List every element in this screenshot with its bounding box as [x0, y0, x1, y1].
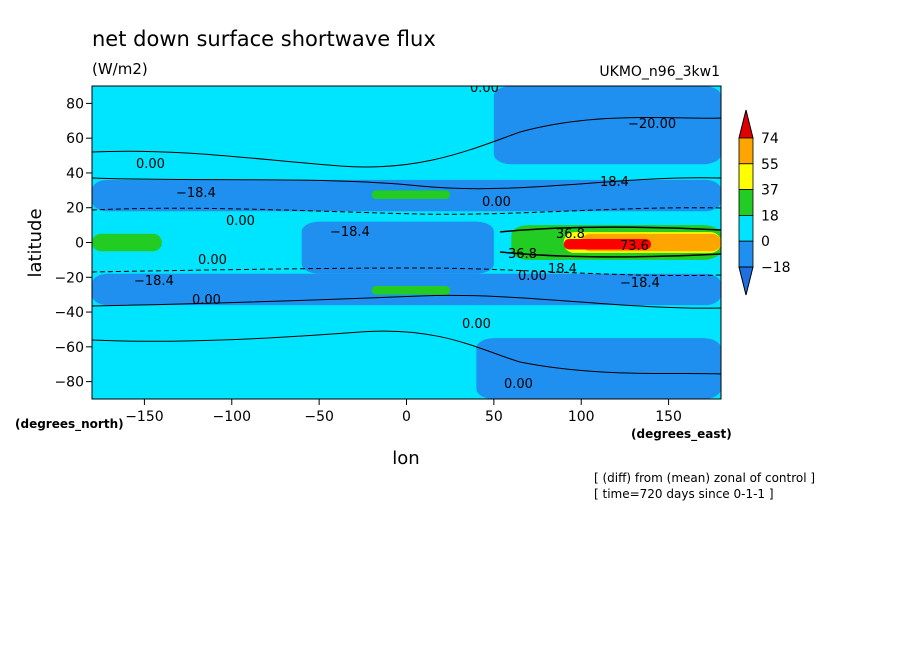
- contour-label: −18.4: [330, 225, 370, 240]
- contour-label: 0.00: [518, 269, 547, 284]
- x-tick-label: −50: [304, 409, 334, 425]
- contour-label: 18.4: [548, 262, 577, 277]
- colorbar-label: 18: [761, 208, 779, 224]
- contour-region: [476, 338, 721, 399]
- colorbar-segment: [738, 214, 754, 242]
- y-tick-label: −20: [54, 270, 84, 286]
- contour-region: [563, 239, 652, 250]
- model-label: UKMO_n96_3kw1: [599, 64, 720, 80]
- x-tick-label: −150: [125, 409, 163, 425]
- contour-label: 0.00: [192, 293, 221, 308]
- y-units-label: (degrees_north): [15, 417, 124, 432]
- chart-title: net down surface shortwave flux: [92, 27, 436, 51]
- contour-label: 36.8: [508, 247, 537, 262]
- colorbar-segment: [738, 163, 754, 191]
- filled-contours: [92, 86, 721, 399]
- colorbar: 74 55 37 18 0 −18: [738, 109, 791, 296]
- contour-line: [92, 267, 721, 277]
- y-tick-label: 80: [66, 96, 84, 112]
- contour-line: [499, 251, 721, 258]
- x-axis: −150 −100 −50 0 50 100 150: [125, 399, 682, 425]
- contour-line: [92, 177, 721, 190]
- colorbar-label: −18: [761, 260, 791, 276]
- contour-label: 0.00: [226, 214, 255, 229]
- y-tick-label: −80: [54, 375, 84, 391]
- contour-region: [92, 233, 162, 252]
- y-tick-label: −60: [54, 340, 84, 356]
- colorbar-label: 74: [761, 131, 779, 147]
- contour-region: [301, 221, 494, 274]
- colorbar-segment: [738, 137, 754, 165]
- y-axis: −80 −60 −40 −20 0 20 40 60 80: [54, 96, 92, 391]
- contour-label: 0.00: [462, 317, 491, 332]
- units-label: (W/m2): [92, 60, 148, 78]
- x-tick-label: 150: [655, 409, 682, 425]
- x-tick-label: −100: [213, 409, 251, 425]
- colorbar-label: 0: [761, 234, 770, 250]
- colorbar-label: 37: [761, 183, 779, 199]
- contour-line: [92, 294, 721, 309]
- contour-label: 0.00: [198, 253, 227, 268]
- contour-label: 0.00: [136, 157, 165, 172]
- contour-labels: 0.00 −18.4 0.00 −18.4 0.00 −18.4 0.00 0.…: [134, 81, 676, 392]
- contour-label: 18.4: [600, 175, 629, 190]
- contour-lines: [92, 116, 721, 375]
- x-tick-label: 50: [485, 409, 503, 425]
- colorbar-label: 55: [761, 157, 779, 173]
- colorbar-max-arrow: [738, 109, 754, 139]
- contour-label: 0.00: [482, 195, 511, 210]
- y-tick-label: 0: [75, 236, 84, 252]
- contour-label: 36.8: [556, 227, 585, 242]
- contour-region: [371, 190, 451, 200]
- x-tick-label: 0: [402, 409, 411, 425]
- colorbar-min-arrow: [738, 266, 754, 296]
- contour-label: −20.00: [628, 117, 676, 132]
- contour-label: −18.4: [176, 186, 216, 201]
- x-tick-label: 100: [568, 409, 595, 425]
- y-axis-title: latitude: [25, 208, 46, 277]
- contour-label: 73.6: [620, 239, 649, 254]
- contour-line: [92, 207, 721, 215]
- y-tick-label: 40: [66, 166, 84, 182]
- contour-label: 0.00: [470, 81, 499, 96]
- contour-region: [493, 86, 721, 165]
- y-tick-label: 20: [66, 201, 84, 217]
- plot-area: 0.00 −18.4 0.00 −18.4 0.00 −18.4 0.00 0.…: [92, 81, 721, 399]
- contour-line: [499, 226, 721, 233]
- colorbar-segment: [738, 189, 754, 216]
- contour-label: −18.4: [620, 276, 660, 291]
- contour-label: 0.00: [504, 377, 533, 392]
- x-units-label: (degrees_east): [631, 427, 732, 442]
- x-axis-title: lon: [392, 448, 419, 469]
- contour-region: [371, 285, 451, 295]
- contour-line: [92, 116, 721, 168]
- contour-line: [92, 330, 721, 375]
- annotation-diff: [ (diff) from (mean) zonal of control ]: [594, 471, 815, 485]
- annotation-time: [ time=720 days since 0-1-1 ]: [594, 487, 774, 501]
- y-tick-label: −40: [54, 305, 84, 321]
- contour-label: −18.4: [134, 274, 174, 289]
- y-tick-label: 60: [66, 131, 84, 147]
- colorbar-segment: [738, 240, 754, 268]
